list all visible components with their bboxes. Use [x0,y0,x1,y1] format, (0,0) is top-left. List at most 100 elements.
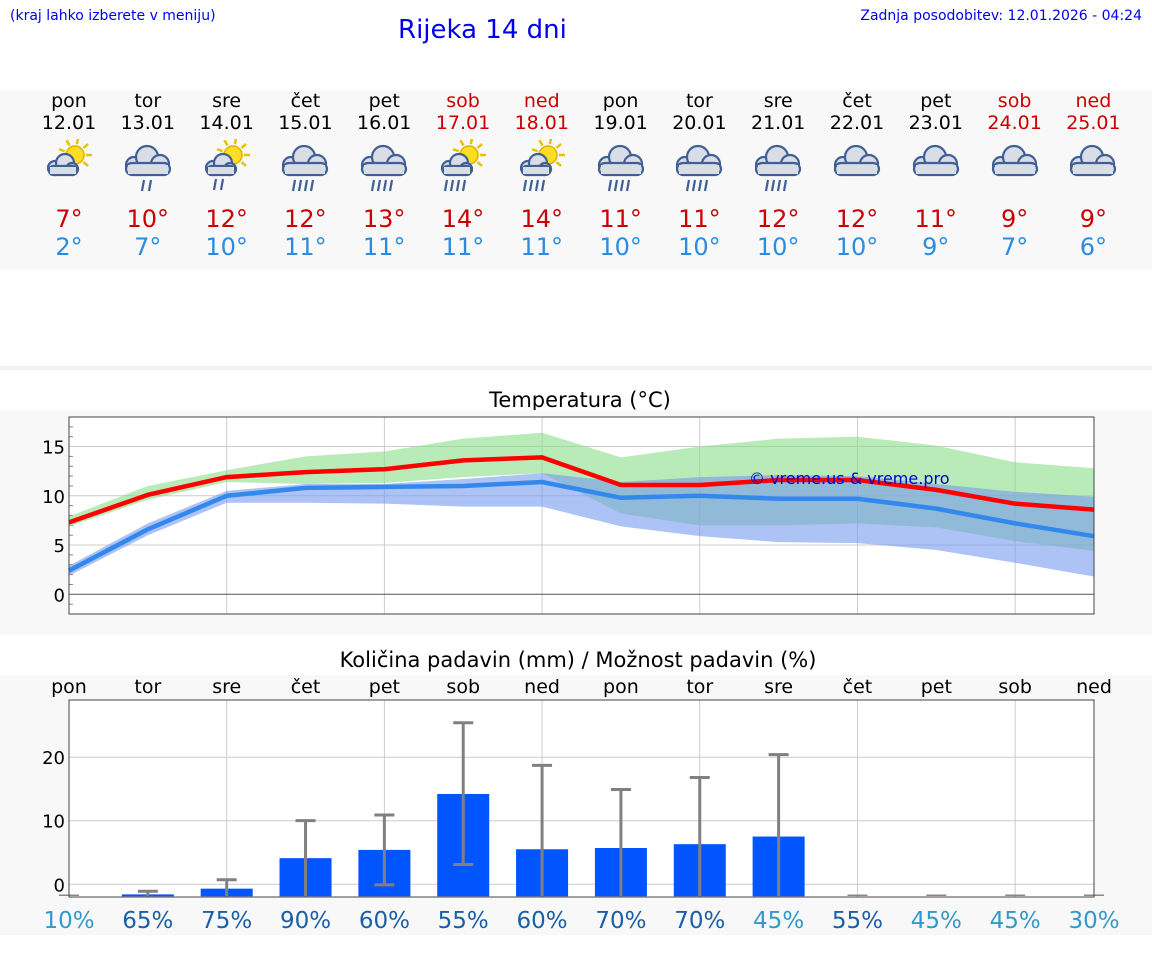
temp-min: 11° [441,233,485,261]
temperature-chart-title: Temperatura (°C) [489,388,671,412]
x-category-label: tor [686,676,713,698]
forecast-day: pet 16.01 13° 11° [344,90,424,261]
day-date: 21.01 [750,112,806,134]
temp-min: 10° [599,233,642,261]
temp-max: 12° [756,205,800,233]
day-name: sre [212,90,242,112]
day-name: pet [920,90,952,112]
temp-max: 11° [678,205,721,233]
temp-min: 6° [1079,233,1108,261]
x-category-label: sre [764,676,793,698]
forecast-day: sre 21.01 12° 10° [738,90,818,261]
x-category-label: pon [51,676,87,698]
precipitation-probability: 55% [438,908,489,934]
precipitation-probability: 90% [280,908,331,934]
x-category-label: pet [921,676,952,698]
day-date: 16.01 [356,112,412,134]
x-category-label: sre [212,676,241,698]
temp-min: 7° [134,233,162,261]
cloud-icon [975,139,1055,199]
day-name: tor [685,90,713,112]
temp-max: 12° [284,205,327,233]
day-date: 23.01 [908,112,963,134]
menu-hint: (kraj lahko izberete v meniju) [10,8,216,24]
temp-min: 10° [756,233,800,261]
cloud-drizzle-icon [108,139,188,199]
day-name: pon [51,90,87,112]
y-tick-label: 10 [42,487,65,508]
day-date: 25.01 [1066,112,1121,134]
day-date: 15.01 [278,112,333,134]
temp-min: 11° [362,233,406,261]
temp-min: 11° [520,233,564,261]
forecast-band [0,90,1152,270]
precipitation-probability: 60% [359,908,410,934]
y-tick-label: 15 [42,438,65,459]
temp-max: 9° [1079,205,1108,233]
cloud-rain-icon [659,139,739,199]
temp-min: 11° [284,233,327,261]
temp-max: 12° [835,205,879,233]
last-update: Zadnja posodobitev: 12.01.2026 - 04:24 [860,8,1142,24]
cloud-rain-icon [581,139,661,199]
forecast-day: čet 22.01 12° 10° [817,90,897,261]
y-tick-label: 0 [54,585,65,606]
y-tick-label: 5 [54,536,65,557]
day-name: pet [368,90,400,112]
temp-min: 9° [922,233,950,261]
plot-area [69,700,1094,897]
temp-max: 10° [126,205,170,233]
precipitation-chart-title: Količina padavin (mm) / Možnost padavin … [339,648,817,672]
cloud-rain-icon [265,139,345,199]
x-category-label: ned [524,676,560,698]
precipitation-probability: 55% [832,908,883,934]
forecast-day: pon 19.01 11° 10° [581,90,661,261]
day-name: ned [523,90,560,112]
x-category-label: sob [998,676,1032,698]
day-name: tor [134,90,162,112]
x-category-label: pet [369,676,400,698]
forecast-day: ned 18.01 14° 11° [502,90,582,261]
precipitation-probability: 45% [753,908,804,934]
day-name: sob [997,90,1032,112]
plot-frame [68,699,1095,898]
forecast-day: čet 15.01 12° 11° [265,90,345,261]
watermark: © vreme.us & vreme.pro [749,469,950,488]
cloud-icon [896,139,976,199]
day-date: 13.01 [120,112,175,134]
precipitation-probability: 60% [517,908,568,934]
temp-min: 10° [835,233,879,261]
sun-cloud-icon [29,138,109,199]
x-category-label: čet [291,676,321,698]
temperature-chart: 0 5 10 15 © vreme.us & vreme.pro [42,416,1095,615]
forecast-day: sob 24.01 9° 7° [975,90,1055,261]
day-name: čet [290,90,321,112]
x-category-label: sob [446,676,480,698]
day-name: čet [842,90,872,112]
day-date: 22.01 [829,112,885,134]
forecast-day: tor 20.01 11° 10° [659,90,739,261]
temp-min: 10° [678,233,721,261]
day-date: 19.01 [593,112,648,134]
day-name: ned [1075,90,1112,112]
y-tick-label: 20 [42,748,65,769]
min-temperature-line [67,479,1095,573]
sun-cloud-drizzle-icon [187,138,267,199]
x-category-label: ned [1076,676,1112,698]
precipitation-probability: 65% [122,908,173,934]
precipitation-probability: 30% [1068,908,1119,934]
cloud-rain-icon [344,139,424,199]
x-category-label: čet [843,676,873,698]
day-date: 20.01 [672,112,727,134]
temp-max: 14° [441,205,485,233]
day-date: 17.01 [435,112,491,134]
cloud-icon [817,139,897,199]
precipitation-probability: 70% [674,908,725,934]
day-name: sob [446,90,480,112]
plot-frame [68,416,1095,615]
forecast-day: sre 14.01 12° 10° [187,90,267,261]
temp-min: 10° [205,233,248,261]
day-name: sre [763,90,793,112]
divider [0,366,1152,370]
x-category-label: pon [603,676,639,698]
